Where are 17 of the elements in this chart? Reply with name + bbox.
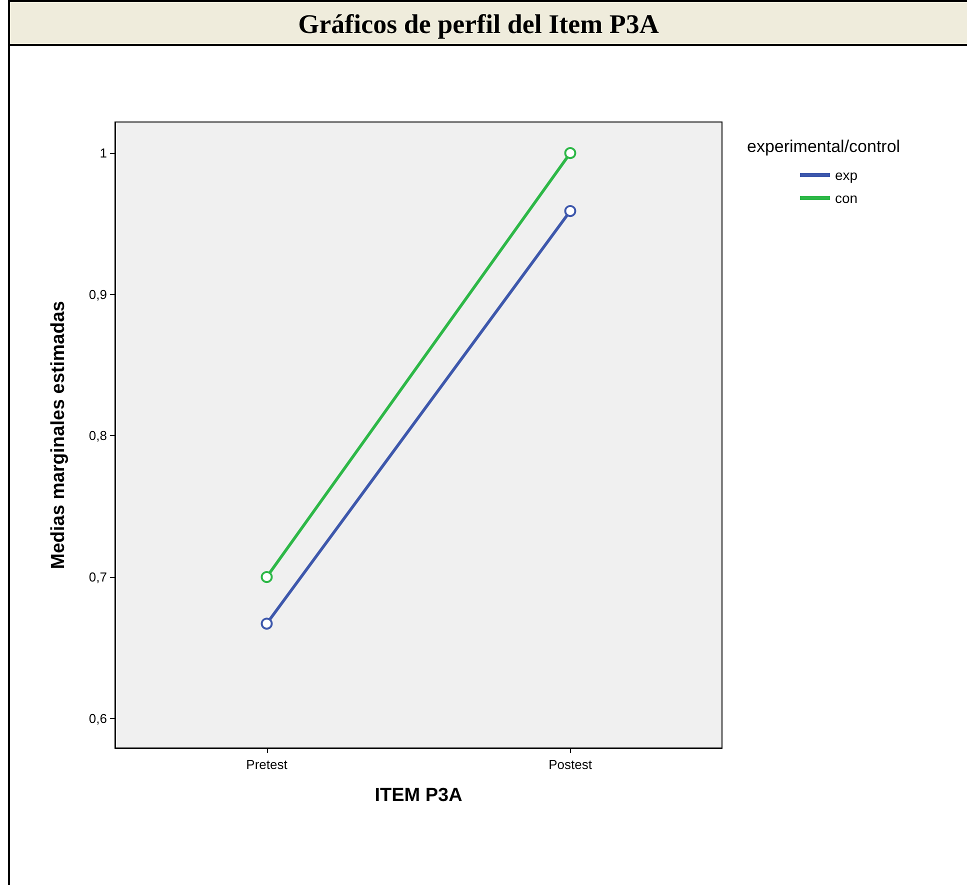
y-tick-label: 0,9	[88, 286, 107, 302]
y-tick-label: 1	[100, 146, 107, 161]
legend-label: exp	[835, 167, 858, 183]
x-tick-label: Pretest	[246, 757, 288, 772]
y-tick-label: 0,8	[88, 428, 107, 444]
point	[260, 571, 273, 584]
legend-label: con	[835, 190, 858, 206]
y-tick-label: 0,7	[88, 570, 107, 585]
x-axis-title: ITEM P3A	[374, 785, 463, 806]
point	[564, 147, 576, 160]
chart-title: Gráficos de perfil del Item P3A	[8, 0, 967, 46]
point	[260, 618, 273, 630]
y-axis-title: Medias marginales estimadas	[48, 300, 69, 570]
y-tick-label: 0,6	[88, 710, 107, 726]
legend-title: experimental/control	[747, 137, 900, 156]
point	[564, 205, 576, 218]
x-tick-label: Postest	[548, 757, 592, 772]
